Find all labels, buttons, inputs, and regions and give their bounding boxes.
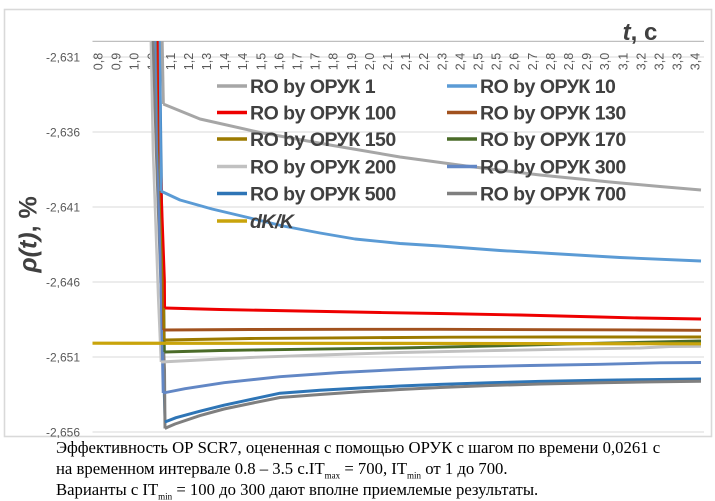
svg-text:RO by ОРУК 1: RO by ОРУК 1 [250, 76, 376, 98]
svg-text:RO by ОРУК 200: RO by ОРУК 200 [250, 157, 396, 179]
svg-text:1,4: 1,4 [218, 53, 232, 70]
svg-text:t, с: t, с [623, 19, 658, 46]
svg-text:-2,636: -2,636 [46, 126, 80, 140]
svg-text:2,9: 2,9 [580, 53, 594, 70]
svg-text:RO by ОРУК 170: RO by ОРУК 170 [480, 129, 626, 151]
svg-text:-2,631: -2,631 [46, 51, 80, 65]
svg-text:dK/K: dK/K [250, 211, 296, 233]
svg-text:2,3: 2,3 [435, 53, 449, 70]
svg-text:1,9: 1,9 [345, 53, 359, 70]
svg-text:3,2: 3,2 [653, 53, 667, 70]
svg-text:3,2: 3,2 [634, 53, 648, 70]
svg-text:RO by ОРУК 300: RO by ОРУК 300 [480, 157, 626, 179]
svg-text:1,5: 1,5 [254, 53, 268, 70]
svg-text:2,7: 2,7 [526, 53, 540, 70]
svg-text:RO by ОРУК 150: RO by ОРУК 150 [250, 129, 396, 151]
svg-text:2,8: 2,8 [562, 53, 576, 70]
svg-text:2,4: 2,4 [453, 53, 467, 70]
svg-text:ρ(t), %: ρ(t), % [15, 196, 43, 273]
svg-text:2,8: 2,8 [544, 53, 558, 70]
svg-text:0,9: 0,9 [110, 53, 124, 70]
svg-text:2,6: 2,6 [508, 53, 522, 70]
svg-text:1,3: 1,3 [200, 53, 214, 70]
svg-text:-2,651: -2,651 [46, 351, 80, 365]
svg-text:3,1: 3,1 [616, 53, 630, 70]
svg-text:RO by ОРУК 500: RO by ОРУК 500 [250, 184, 396, 206]
svg-text:1,0: 1,0 [128, 53, 142, 70]
svg-text:1,8: 1,8 [327, 53, 341, 70]
svg-text:1,7: 1,7 [291, 53, 305, 70]
svg-text:-2,641: -2,641 [46, 201, 80, 215]
svg-text:1,1: 1,1 [164, 53, 178, 70]
svg-text:2,5: 2,5 [490, 53, 504, 70]
svg-text:RO by ОРУК 130: RO by ОРУК 130 [480, 103, 626, 125]
svg-text:3,4: 3,4 [689, 53, 703, 70]
svg-text:-2,656: -2,656 [46, 426, 80, 440]
svg-text:3,0: 3,0 [598, 53, 612, 70]
svg-text:3,3: 3,3 [671, 53, 685, 70]
svg-text:1,4: 1,4 [236, 53, 250, 70]
svg-text:1,2: 1,2 [182, 53, 196, 70]
svg-text:1,7: 1,7 [309, 53, 323, 70]
svg-text:2,1: 2,1 [381, 53, 395, 70]
svg-text:RO by ОРУК 700: RO by ОРУК 700 [480, 184, 626, 206]
svg-text:-2,646: -2,646 [46, 276, 80, 290]
svg-text:2,5: 2,5 [472, 53, 486, 70]
svg-text:2,0: 2,0 [363, 53, 377, 70]
svg-text:2,1: 2,1 [399, 53, 413, 70]
svg-text:RO by ОРУК 10: RO by ОРУК 10 [480, 76, 616, 98]
svg-text:1,6: 1,6 [272, 53, 286, 70]
svg-text:0,8: 0,8 [91, 53, 105, 70]
svg-text:RO by ОРУК 100: RO by ОРУК 100 [250, 103, 396, 125]
svg-text:2,2: 2,2 [417, 53, 431, 70]
